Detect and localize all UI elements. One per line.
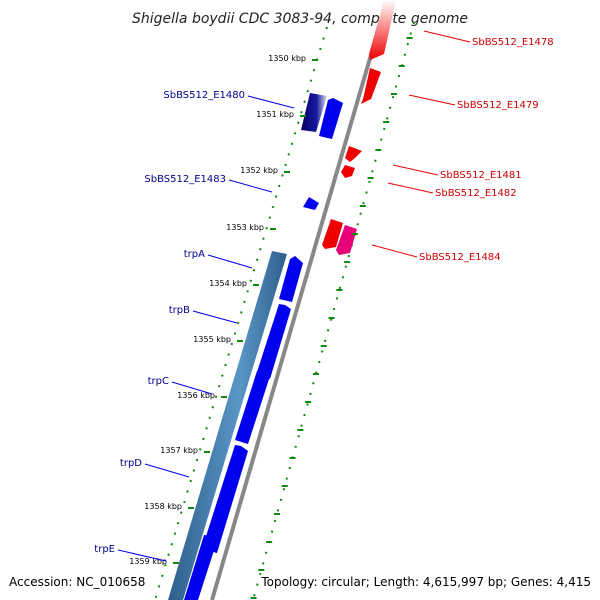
gene-label-leader: [171, 381, 213, 395]
gene-trpA: [279, 256, 303, 302]
gene-label: SbBS512_E1483: [144, 174, 226, 185]
topology-text: Topology: circular; Length: 4,615,997 bp…: [260, 575, 591, 589]
gene-label-leader: [392, 164, 439, 176]
ruler-tick-label: 1356 kbp: [177, 391, 215, 400]
gene-label: trpC: [148, 376, 169, 387]
gene-label-leader: [192, 310, 238, 324]
position-ruler: 1350 kbp 1351 kbp 1352 kbp 1353 kbp 1354 kbp…: [129, 37, 413, 599]
ruler-tick-label: 1359 kbp: [129, 557, 167, 566]
gene-SbBS512_E1478: [369, 0, 396, 60]
ruler-tick-label: 1353 kbp: [226, 223, 264, 232]
gene-trpD: [202, 445, 248, 553]
ruler-tick-label: 1357 kbp: [160, 446, 198, 455]
gene-SbBS512_E1480: [301, 93, 327, 132]
backbone-line: [210, 0, 389, 600]
gene-SbBS512_E1484-pseudo: [336, 225, 357, 255]
ruler-tick-label: 1351 kbp: [256, 110, 294, 119]
accession-text: Accession: NC_010658: [9, 575, 145, 589]
gene-label-leader: [207, 254, 253, 269]
gene-label: SbBS512_E1484: [419, 252, 501, 263]
ruler-tick-label: 1354 kbp: [209, 279, 247, 288]
gene-label-leader: [408, 94, 456, 106]
gene-label-leader: [423, 30, 471, 43]
gene-label: SbBS512_E1479: [457, 100, 539, 111]
gene-label: trpA: [184, 249, 205, 260]
gene-trpB: [256, 304, 291, 379]
gene-label: trpB: [169, 305, 190, 316]
gene-trpE: [184, 535, 217, 600]
ruler-tick-label: 1355 kbp: [193, 335, 231, 344]
gene-SbBS512_E1483: [303, 197, 319, 210]
gene-SbBS512_E1480b: [319, 98, 343, 139]
gene-label-leader: [144, 463, 190, 478]
gene-label: SbBS512_E1480: [163, 90, 245, 101]
gene-SbBS512_E1479: [361, 68, 381, 104]
reverse-gene-labels: SbBS512_E1478 SbBS512_E1479 SbBS512_E1481 S…: [371, 30, 554, 263]
ruler-tick-label: 1352 kbp: [240, 166, 278, 175]
trp-operon-region: [168, 251, 287, 600]
gene-label-leader: [228, 179, 273, 193]
right-dotted-guide: [252, 21, 415, 600]
ruler-tick-label: 1350 kbp: [268, 54, 306, 63]
gene-label-leader: [247, 95, 295, 109]
gene-label: SbBS512_E1482: [435, 188, 517, 199]
gene-label: trpD: [120, 458, 142, 469]
gene-label-leader: [371, 244, 418, 258]
gene-label-leader: [387, 182, 434, 194]
map-title: Shigella boydii CDC 3083-94, complete ge…: [132, 11, 468, 27]
gene-label: trpE: [94, 544, 115, 555]
gene-label: SbBS512_E1481: [440, 170, 522, 181]
left-dotted-guide: [154, 26, 328, 600]
gene-label-leader: [117, 549, 167, 562]
gene-SbBS512_E1482: [341, 165, 355, 178]
ruler-tick-label: 1358 kbp: [144, 502, 182, 511]
gene-SbBS512_E1481: [345, 146, 362, 162]
forward-gene-labels: SbBS512_E1480 SbBS512_E1483 trpA trpB trpC tr…: [94, 90, 295, 562]
gene-label: SbBS512_E1478: [472, 37, 554, 48]
gene-SbBS512_E1484: [322, 219, 343, 249]
gene-trpC: [235, 371, 270, 444]
